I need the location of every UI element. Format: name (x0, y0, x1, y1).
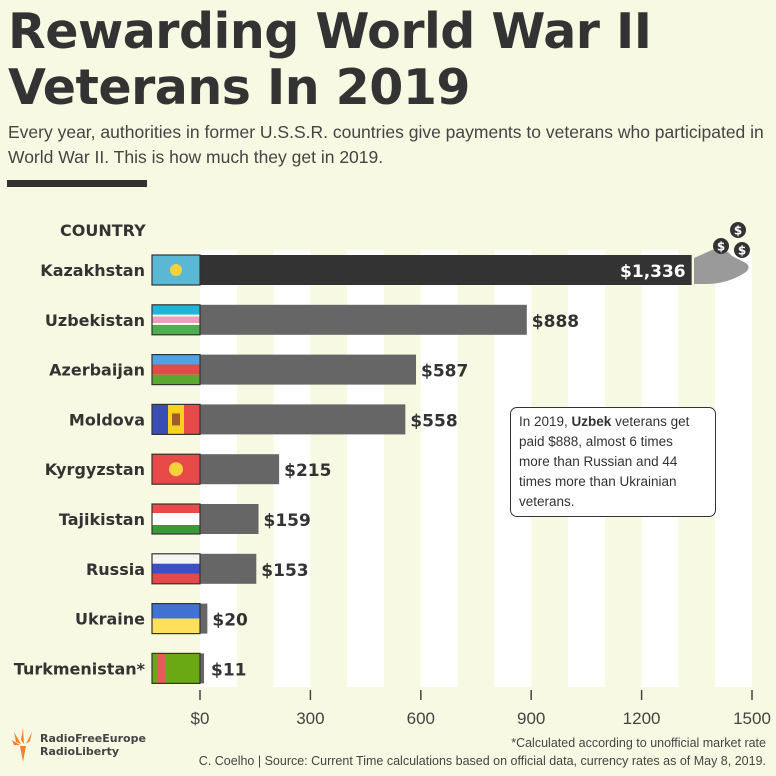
x-tick-label: $0 (191, 709, 210, 728)
flag-border (151, 652, 201, 685)
annotation-bold: Uzbek (571, 414, 612, 429)
flag-border (151, 553, 201, 585)
category-label: Kyrgyzstan (45, 460, 145, 479)
flag-stripe (152, 603, 200, 619)
bar (200, 653, 205, 684)
annotation-box: In 2019, Uzbek veterans get paid $888, a… (510, 407, 716, 517)
category-label: Ukraine (75, 610, 145, 629)
logo-line1: RadioFreeEurope (40, 732, 146, 745)
value-label: $159 (264, 511, 311, 531)
flag-border (151, 403, 201, 435)
bar (200, 553, 257, 584)
coin-icon (713, 238, 729, 254)
category-label: Turkmenistan* (14, 659, 146, 678)
category-label: Russia (86, 560, 145, 579)
value-label: $558 (410, 411, 457, 431)
hand-icon (694, 248, 749, 284)
flag-border (151, 503, 201, 535)
flag-stripe (152, 304, 200, 315)
flag-stripe (152, 563, 200, 574)
flag-stripe (152, 323, 200, 325)
category-label: Azerbaijan (49, 361, 145, 380)
dollar-icon: $ (738, 244, 746, 258)
value-label: $153 (261, 561, 308, 581)
subtitle: Every year, authorities in former U.S.S.… (8, 122, 764, 167)
category-label: Moldova (69, 410, 145, 429)
torch-icon (12, 728, 32, 762)
flag-emblem (170, 264, 182, 276)
flag-stripe (152, 316, 200, 324)
category-label: Kazakhstan (40, 261, 145, 280)
x-tick-label: 1200 (623, 709, 661, 728)
value-label: $20 (212, 611, 248, 631)
value-label: $888 (532, 312, 579, 332)
flag-stripe (152, 314, 200, 317)
flag-stripe (152, 324, 200, 335)
coin-icon (730, 222, 746, 238)
title-rule (7, 180, 147, 187)
annotation-text: In 2019, (519, 414, 572, 429)
bar (200, 404, 406, 435)
x-tick-label: 300 (296, 709, 324, 728)
flag-border (151, 453, 201, 485)
flag-border (151, 354, 201, 386)
flag-emblem (157, 653, 165, 684)
flag-emblem (169, 462, 183, 477)
flag-stripe (152, 618, 200, 634)
bar (200, 454, 280, 485)
bar (200, 504, 259, 534)
flag-stripe (152, 354, 200, 365)
flag-stripe (152, 504, 200, 513)
logo-line2: RadioLiberty (40, 745, 120, 758)
flag-stripe (152, 364, 200, 375)
credit: C. Coelho | Source: Current Time calcula… (198, 754, 766, 768)
x-tick-label: 1500 (733, 709, 771, 728)
flag-border (151, 602, 201, 635)
category-label: Uzbekistan (45, 311, 145, 330)
value-label: $215 (284, 461, 331, 481)
value-label: $1,336 (620, 262, 686, 282)
flag-stripe (152, 513, 200, 525)
bar (200, 354, 417, 385)
flag-stripe (152, 525, 200, 534)
flag-stripe (152, 573, 200, 584)
value-label: $587 (421, 362, 468, 382)
bar (200, 304, 527, 335)
grid-stripe (715, 250, 752, 687)
annotation-text-rest: veterans get paid $888, almost 6 times m… (519, 414, 690, 509)
category-label: Tajikistan (59, 510, 145, 529)
flag-border (151, 254, 201, 286)
bar (200, 255, 692, 285)
coin-icon (734, 242, 750, 258)
flag-stripe (152, 553, 200, 564)
column-header: COUNTRY (60, 221, 146, 240)
bar (200, 603, 208, 634)
footnote: *Calculated according to unofficial mark… (511, 736, 766, 750)
flag-stripe (152, 404, 168, 435)
rfe-logo: RadioFreeEurope RadioLiberty (10, 728, 146, 762)
flag-stripe (152, 374, 200, 385)
x-tick-label: 600 (407, 709, 435, 728)
value-label: $11 (211, 660, 247, 680)
flag-stripe (184, 404, 200, 435)
dollar-icon: $ (734, 224, 742, 238)
dollar-icon: $ (717, 240, 725, 254)
page-title: Rewarding World War II Veterans In 2019 (8, 3, 652, 116)
x-tick-label: 900 (517, 709, 545, 728)
flag-emblem (172, 413, 180, 426)
flag-border (151, 304, 201, 336)
